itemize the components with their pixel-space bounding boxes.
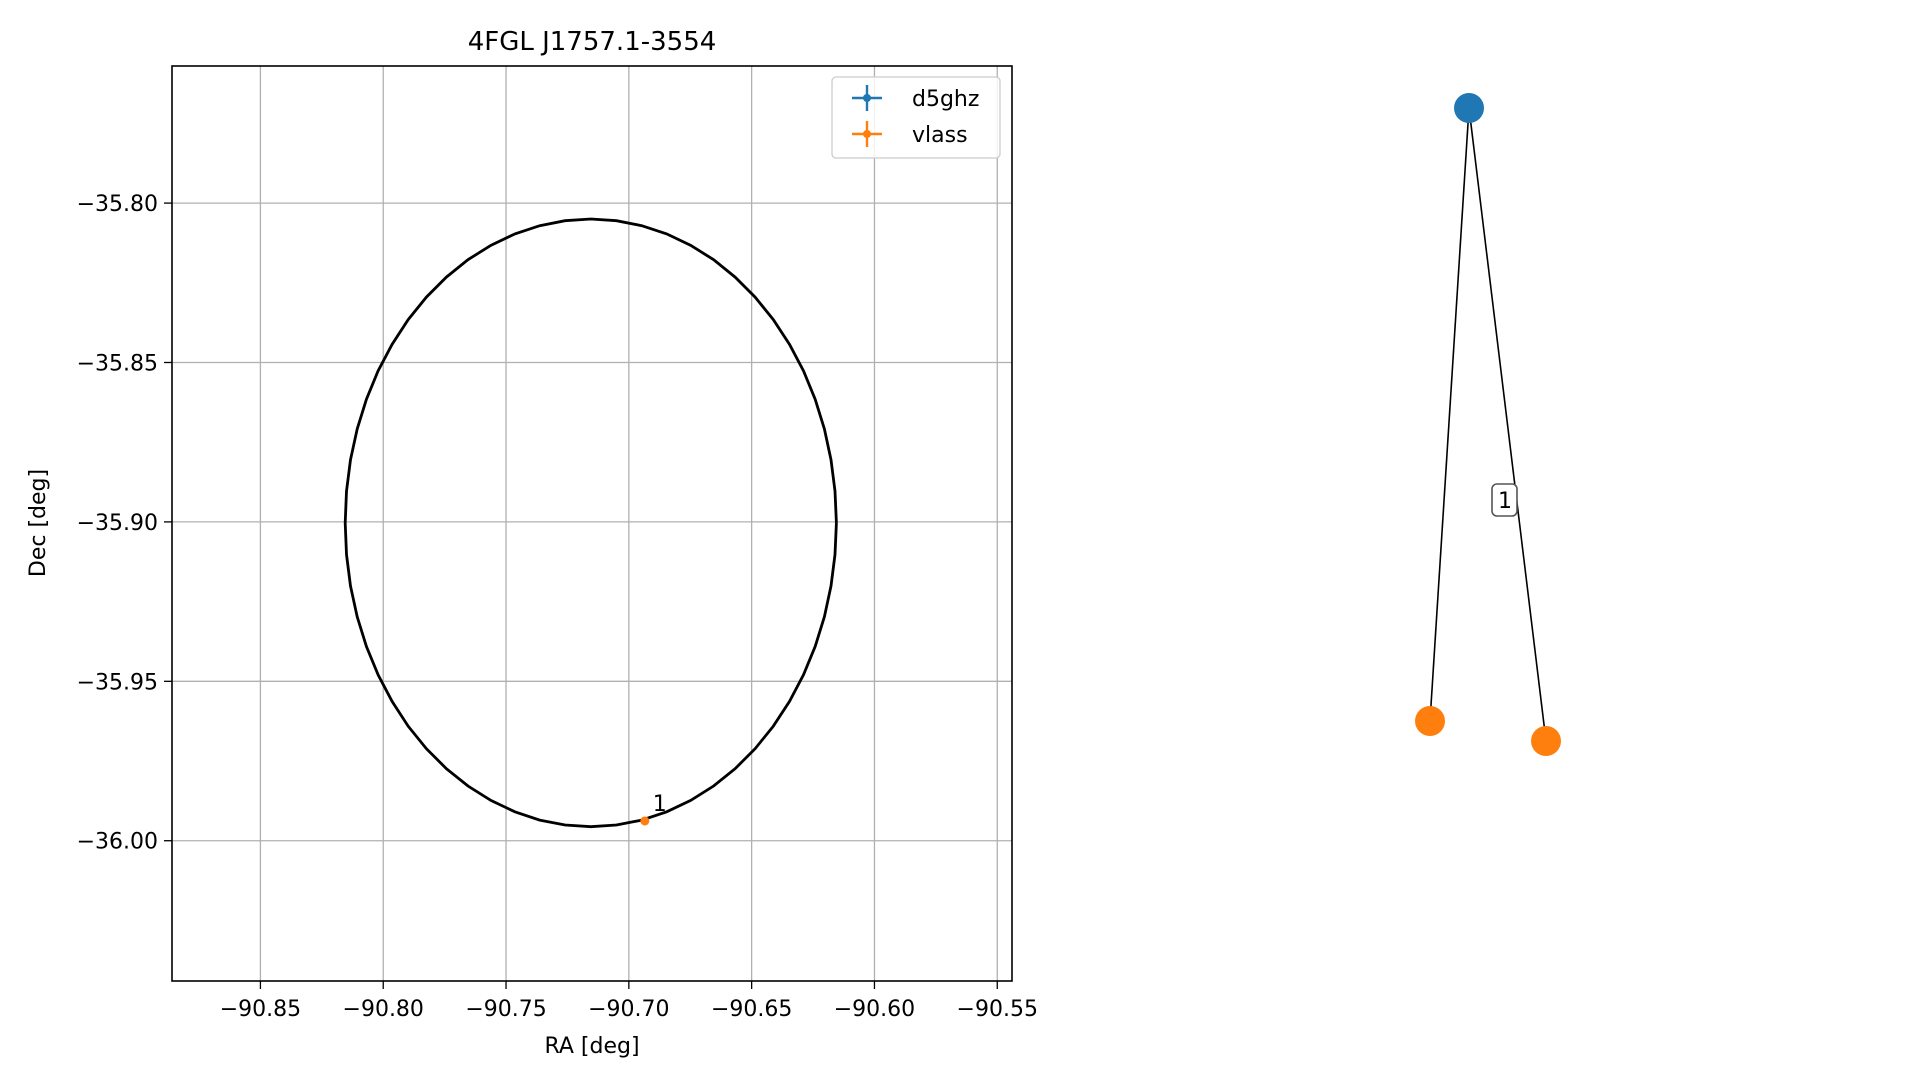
legend-label-d5ghz: d5ghz — [912, 87, 979, 112]
chart-title: 4FGL J1757.1-3554 — [468, 27, 717, 57]
plot-frame — [171, 65, 1013, 982]
ellipse-layer — [343, 217, 838, 829]
localization-ellipse — [343, 217, 838, 829]
y-tick-label: −36.00 — [77, 830, 158, 855]
scatter-panel: 1 −90.85 −90.80 −90.75 −90.70 −90.65 −90.60 −9… — [26, 27, 1038, 1059]
data-point-label: 1 — [653, 792, 667, 817]
y-tick-label: −35.95 — [77, 670, 158, 695]
edge-label-box — [1491, 483, 1518, 517]
ticks-layer: −90.85 −90.80 −90.75 −90.70 −90.65 −90.60 −90.… — [77, 192, 1038, 1022]
x-tick-label: −90.80 — [343, 997, 424, 1022]
y-tick-label: −35.90 — [77, 511, 158, 536]
graph-node-d5ghz — [1454, 93, 1484, 123]
x-tick-label: −90.60 — [834, 997, 915, 1022]
x-tick-label: −90.75 — [465, 997, 546, 1022]
y-tick-label: −35.85 — [77, 351, 158, 376]
y-tick-label: −35.80 — [77, 192, 158, 217]
y-axis-label: Dec [deg] — [26, 469, 51, 577]
graph-node-vlass-a — [1415, 706, 1445, 736]
legend-label-vlass: vlass — [912, 123, 968, 148]
legend-marker-d5ghz — [852, 85, 882, 111]
x-tick-label: −90.55 — [957, 997, 1038, 1022]
legend-marker-vlass — [852, 121, 882, 147]
x-tick-label: −90.85 — [220, 997, 301, 1022]
data-point-vlass — [640, 816, 650, 826]
edge-label: 1 — [1498, 489, 1512, 514]
graph-edge-1 — [1429, 107, 1470, 722]
x-tick-label: −90.70 — [588, 997, 669, 1022]
graph-panel: 1 — [1415, 93, 1561, 756]
graph-node-vlass-b — [1531, 726, 1561, 756]
grid — [172, 66, 1012, 981]
graph-edge-2 — [1468, 107, 1547, 742]
points-layer: 1 — [640, 792, 667, 826]
x-axis-label: RA [deg] — [544, 1034, 639, 1059]
legend: d5ghz vlass — [831, 76, 1001, 159]
x-tick-label: −90.65 — [711, 997, 792, 1022]
